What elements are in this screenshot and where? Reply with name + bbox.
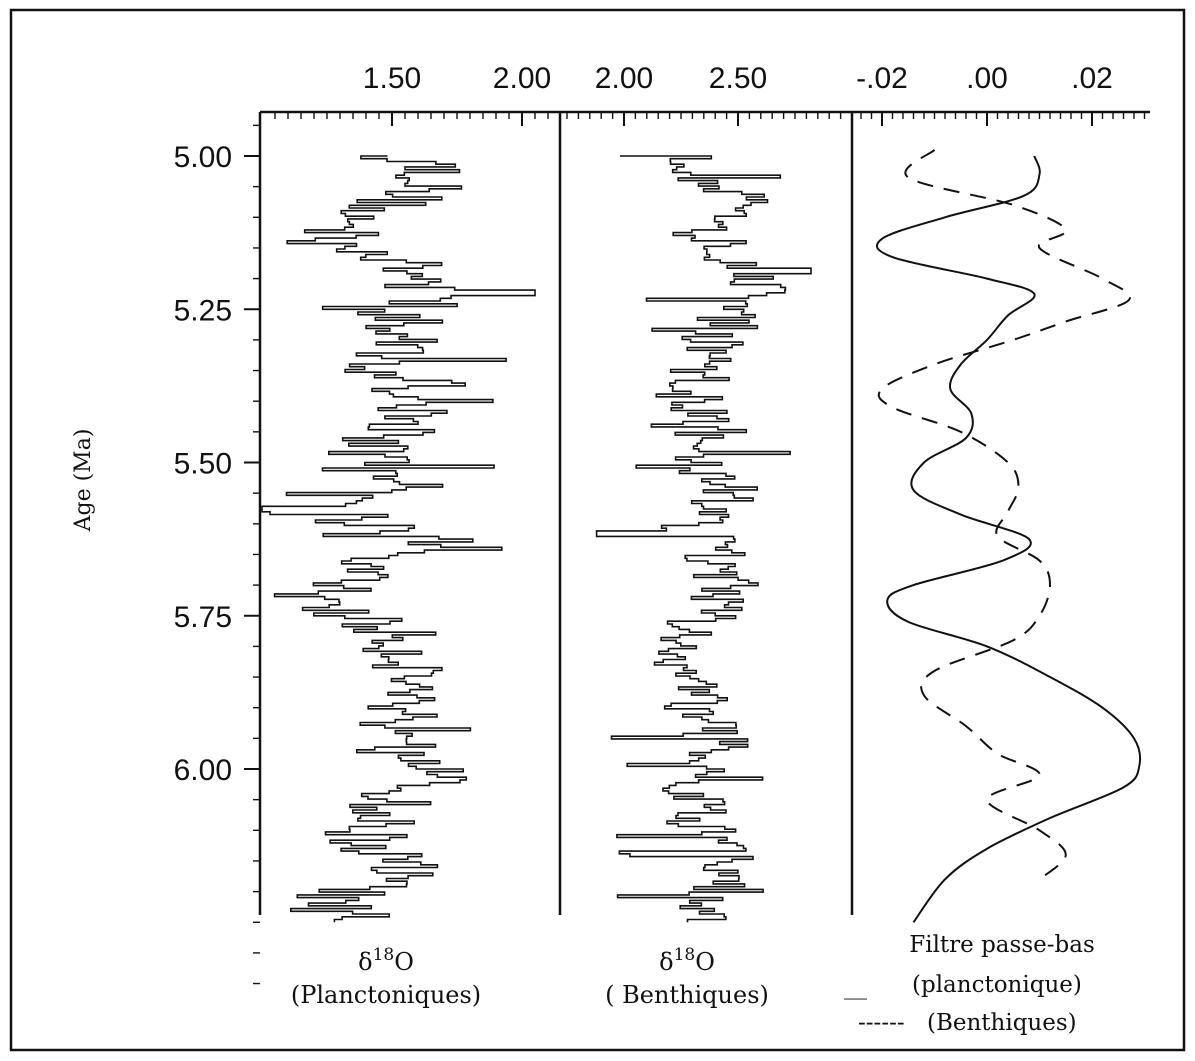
series-layer (261, 149, 1142, 923)
caption-benthic-sup: 18 (674, 945, 696, 965)
filter-legend: Filtre passe-bas __ (planctonique) -----… (844, 932, 1095, 1036)
series-planktonic-d18o (261, 155, 536, 923)
left-tick-label-1: 5.25 (174, 294, 232, 327)
top-tick-label-filter-2: .02 (1071, 62, 1113, 95)
caption-benthic-symbol: δ18O (659, 945, 715, 976)
figure-frame (9, 8, 1186, 1052)
left-tick-label-3: 5.75 (174, 601, 232, 634)
series-filter-planctonique (875, 155, 1142, 923)
caption-planktonic-o: O (394, 948, 414, 976)
legend-solid-label: (planctonique) (912, 972, 1082, 998)
left-axis-ticks: 5.00 5.25 5.50 5.75 6.00 (174, 124, 260, 985)
caption-planktonic: δ18O (Planctoniques) (291, 945, 481, 1009)
caption-planktonic-sub: (Planctoniques) (291, 981, 481, 1009)
top-tick-label-filter-0: -.02 (856, 62, 908, 95)
caption-planktonic-sup: 18 (373, 945, 395, 965)
caption-benthic-delta: δ (659, 948, 673, 976)
top-tick-label-benthic-1: 2.50 (709, 62, 767, 95)
legend-dashed-mark: ------ (858, 1010, 905, 1036)
left-tick-label-2: 5.50 (174, 448, 232, 481)
left-tick-label-0: 5.00 (174, 141, 232, 174)
caption-benthic-o: O (695, 948, 715, 976)
top-tick-label-benthic-0: 2.00 (595, 62, 653, 95)
series-filter-benthiques (877, 149, 1132, 881)
top-tick-label-filter-1: .00 (966, 62, 1008, 95)
caption-benthic-sub: ( Benthiques) (605, 981, 769, 1009)
panel-frames (258, 110, 1150, 915)
left-tick-label-4: 6.00 (174, 754, 232, 787)
top-tick-label-planktonic-1: 2.00 (493, 62, 551, 95)
caption-planktonic-delta: δ (358, 948, 372, 976)
legend-dashed-label: (Benthiques) (927, 1010, 1077, 1036)
filter-legend-title: Filtre passe-bas (909, 932, 1095, 958)
caption-planktonic-symbol: δ18O (358, 945, 414, 976)
legend-solid-mark: __ (844, 974, 868, 1000)
y-axis-title: Age (Ma) (71, 429, 96, 533)
top-tick-label-planktonic-0: 1.50 (363, 62, 421, 95)
series-benthic-d18o (595, 155, 812, 923)
top-axis-ticks: 1.50 2.00 2.00 2.50 -.02 .00 .02 (274, 62, 1146, 126)
caption-benthic: δ18O ( Benthiques) (605, 945, 769, 1009)
